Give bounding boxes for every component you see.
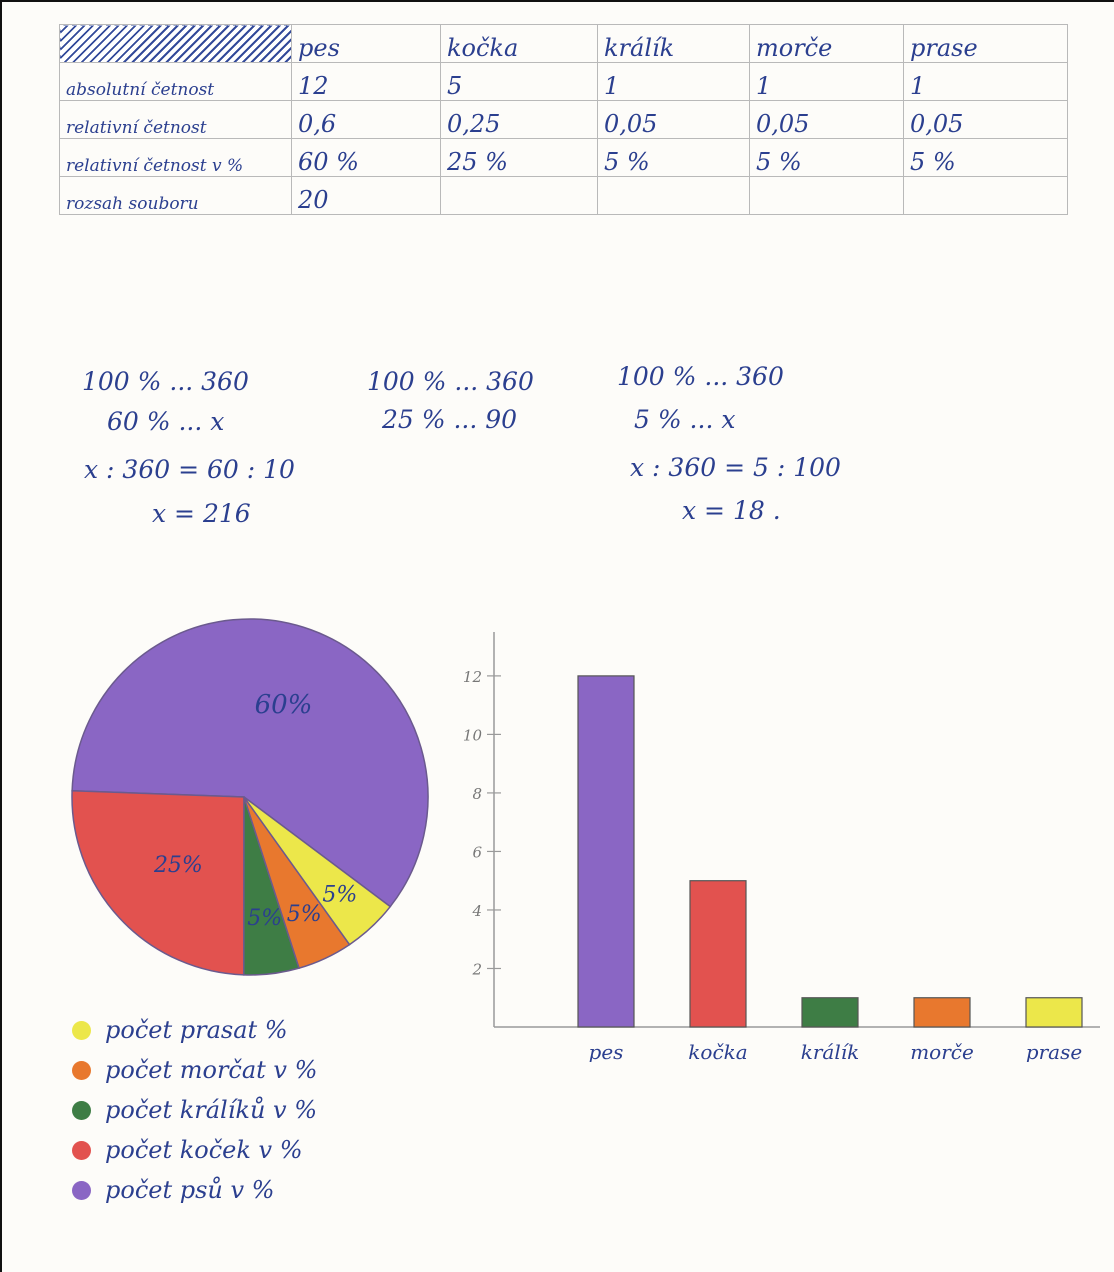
pie-slice-label: 5% xyxy=(287,902,322,927)
table-cell: 5 % xyxy=(597,138,750,177)
table-cell xyxy=(597,176,750,215)
row-label: rozsah souboru xyxy=(59,176,292,215)
table-cell xyxy=(903,176,1068,215)
table-header-cell: králík xyxy=(597,24,750,63)
calc-pes-line: x = 216 xyxy=(152,499,251,528)
calc-pes-line: 100 % ... 360 xyxy=(82,367,249,396)
table-cell: 20 xyxy=(291,176,441,215)
y-tick-label: 6 xyxy=(472,843,482,861)
table-header-cell: pes xyxy=(291,24,441,63)
pie-slice-label: 60% xyxy=(255,690,313,720)
table-cell xyxy=(749,176,904,215)
frequency-table: pes kočka králík morče prase absolutní č… xyxy=(59,24,1068,215)
x-category-label: prase xyxy=(1026,1040,1082,1062)
table-cell xyxy=(440,176,598,215)
legend-label: počet prasat % xyxy=(105,1016,288,1044)
bar-1 xyxy=(577,675,635,1028)
legend-item: počet králíků v % xyxy=(72,1090,492,1130)
y-tick-label: 12 xyxy=(463,668,482,686)
legend-label: počet králíků v % xyxy=(105,1096,318,1124)
calc-kocka-line: 25 % ... 90 xyxy=(382,405,518,434)
legend-item: počet koček v % xyxy=(72,1130,492,1170)
legend-color-dot xyxy=(72,1100,91,1120)
table-corner-hatched xyxy=(59,24,292,63)
y-tick-label: 10 xyxy=(463,726,483,744)
pie-slice xyxy=(71,790,245,976)
table-cell: 0,05 xyxy=(597,100,750,139)
table-cell: 5 % xyxy=(903,138,1068,177)
legend-label: počet morčat v % xyxy=(105,1056,318,1084)
pie-slice-label: 5% xyxy=(322,882,357,907)
table-header-cell: prase xyxy=(903,24,1068,63)
row-label: absolutní četnost xyxy=(59,62,292,101)
legend-label: počet psů v % xyxy=(105,1176,275,1204)
pie-chart: 60%25%5% 5%5% xyxy=(71,618,429,976)
table-row: relativní četnost v % 60 % 25 % 5 % 5 % … xyxy=(59,138,1068,177)
calc-kocka-line: 100 % ... 360 xyxy=(367,367,534,396)
x-category-label: králík xyxy=(801,1040,860,1062)
legend-color-dot xyxy=(72,1020,91,1040)
calc-ostatni-line: x : 360 = 5 : 100 xyxy=(630,453,841,482)
table-cell: 60 % xyxy=(291,138,441,177)
calc-pes-line: x : 360 = 60 : 10 xyxy=(84,455,295,484)
table-cell: 25 % xyxy=(440,138,598,177)
table-cell: 0,05 xyxy=(749,100,904,139)
legend-color-dot xyxy=(72,1180,91,1200)
pie-slice-label: 5% xyxy=(247,906,282,931)
table-cell: 0,25 xyxy=(440,100,598,139)
table-row: rozsah souboru 20 xyxy=(59,176,1068,215)
bar-5 xyxy=(1025,997,1083,1028)
table-cell: 5 % xyxy=(749,138,904,177)
legend-color-dot xyxy=(72,1060,91,1080)
bar-chart: 2 4 6 8 10 12 pes kočka králík morče prase xyxy=(463,632,1100,1062)
table-cell: 0,6 xyxy=(291,100,441,139)
table-cell: 1 xyxy=(749,62,904,101)
table-cell: 1 xyxy=(903,62,1068,101)
x-category-label: kočka xyxy=(688,1040,747,1062)
pie-slice xyxy=(71,618,429,908)
table-cell: 5 xyxy=(440,62,598,101)
legend-item: počet prasat % xyxy=(72,1010,492,1050)
table-cell: 12 xyxy=(291,62,441,101)
legend-color-dot xyxy=(72,1140,91,1160)
legend-item: počet psů v % xyxy=(72,1170,492,1210)
y-tick-label: 2 xyxy=(471,960,482,978)
row-label: relativní četnost xyxy=(59,100,292,139)
bar-2 xyxy=(689,880,747,1028)
table-header-row: pes kočka králík morče prase xyxy=(59,24,1068,63)
pie-legend: počet prasat % počet morčat v % počet král… xyxy=(72,1010,492,1210)
table-cell: 0,05 xyxy=(903,100,1068,139)
legend-label: počet koček v % xyxy=(105,1136,303,1164)
x-category-label: morče xyxy=(910,1040,974,1062)
pie-slice xyxy=(243,796,392,946)
bar-3 xyxy=(801,997,859,1028)
pie-slice-label: 25% xyxy=(153,853,203,878)
table-row: relativní četnost 0,6 0,25 0,05 0,05 0,0… xyxy=(59,100,1068,139)
y-tick-label: 4 xyxy=(471,902,482,920)
legend-item: počet morčat v % xyxy=(72,1050,492,1090)
y-tick-label: 8 xyxy=(472,785,482,803)
calc-ostatni-line: x = 18 . xyxy=(682,496,781,525)
table-header-cell: kočka xyxy=(440,24,598,63)
calc-pes-line: 60 % ... x xyxy=(107,407,225,436)
calc-ostatni-line: 5 % ... x xyxy=(634,405,736,434)
table-header-cell: morče xyxy=(749,24,904,63)
row-label: relativní četnost v % xyxy=(59,138,292,177)
calc-ostatni-line: 100 % ... 360 xyxy=(617,362,784,391)
x-category-label: pes xyxy=(589,1040,624,1062)
table-row: absolutní četnost 12 5 1 1 1 xyxy=(59,62,1068,101)
table-cell: 1 xyxy=(597,62,750,101)
bar-4 xyxy=(913,997,971,1028)
